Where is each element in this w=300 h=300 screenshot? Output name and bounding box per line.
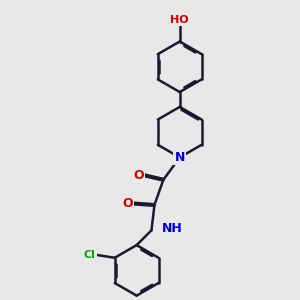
Text: N: N bbox=[175, 151, 185, 164]
Text: O: O bbox=[134, 169, 144, 182]
Text: HO: HO bbox=[170, 15, 189, 25]
Text: NH: NH bbox=[162, 222, 183, 235]
Text: O: O bbox=[122, 197, 133, 210]
Text: Cl: Cl bbox=[83, 250, 95, 260]
